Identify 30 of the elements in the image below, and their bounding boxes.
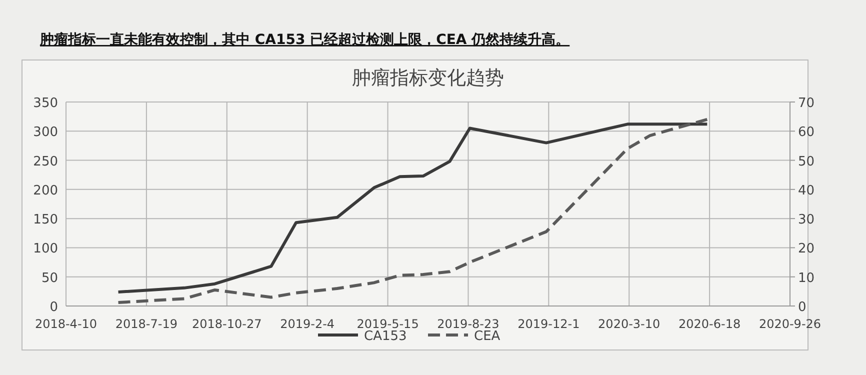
y-tick-label: 200 (33, 183, 58, 198)
y2-tick-label: 60 (798, 125, 815, 140)
y-tick-label: 150 (33, 212, 58, 228)
y-tick-label: 100 (33, 242, 58, 257)
text: 肿瘤指标一直未能有效控制，其中 CA153 已经超过检测上限，CEA 仍然持续升高。 (39, 31, 570, 48)
y-tick-label: 50 (41, 270, 58, 286)
x-tick-label: 2020-6-18 (678, 317, 741, 331)
y-tick-label: 0 (50, 300, 58, 315)
legend-label: CA153 (364, 329, 407, 344)
x-tick-label: 2020-9-26 (758, 317, 822, 331)
chart-title: 肿瘤指标变化趋势 (352, 67, 504, 89)
y-tick-label: 350 (33, 96, 58, 111)
x-tick-label: 2019-12-1 (518, 317, 580, 331)
legend-label: CEA (474, 329, 500, 344)
x-tick-label: 2019-5-15 (356, 317, 419, 331)
x-tick-label: 2018-10-27 (192, 317, 262, 331)
x-tick-label: 2019-8-23 (437, 317, 500, 331)
x-tick-label: 2018-7-19 (115, 317, 178, 331)
y2-tick-label: 20 (798, 242, 815, 257)
x-tick-label: 2019-2-4 (280, 317, 335, 331)
y2-tick-label: 0 (798, 300, 806, 315)
x-tick-label: 2018-4-10 (34, 317, 98, 331)
x-tick-label: 2020-3-10 (598, 317, 660, 331)
y2-tick-label: 30 (798, 212, 815, 228)
y2-tick-label: 10 (798, 270, 815, 286)
y2-tick-label: 40 (798, 183, 815, 198)
y2-tick-label: 70 (798, 96, 815, 111)
y2-tick-label: 50 (798, 154, 815, 170)
y-tick-label: 250 (33, 154, 58, 170)
y-tick-label: 300 (33, 125, 58, 140)
